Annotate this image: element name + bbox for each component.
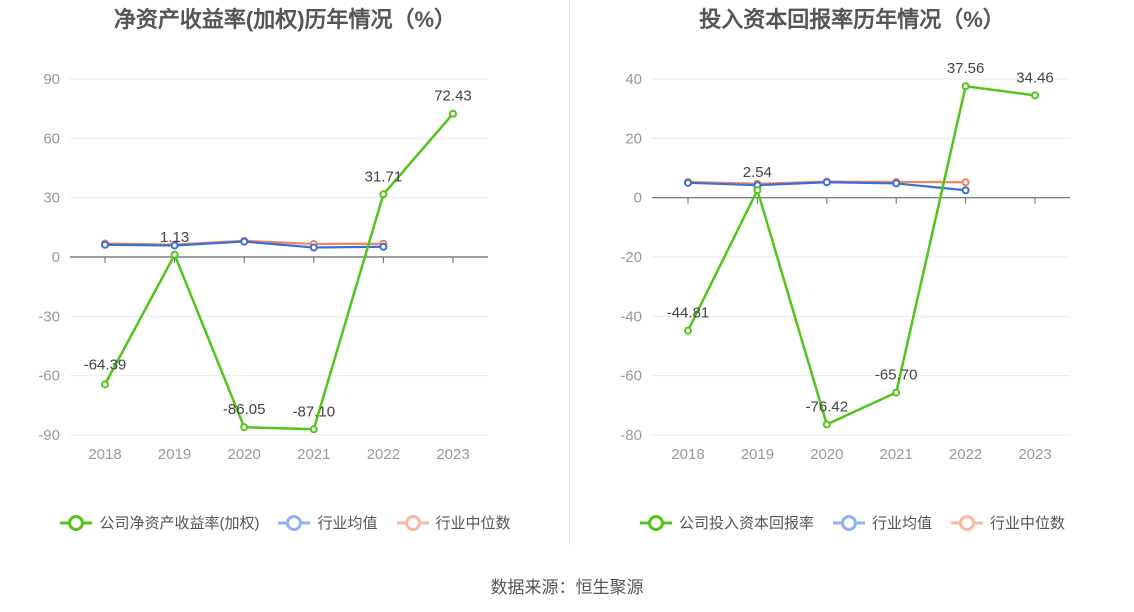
data-point-industry_avg[interactable]	[170, 241, 179, 250]
legend-label: 行业均值	[871, 515, 932, 532]
data-point-industry_avg[interactable]	[892, 179, 901, 188]
y-tick-label: -40	[620, 308, 642, 325]
legend-item-company[interactable]: 公司净资产收益率(加权)	[59, 512, 259, 533]
legend-avg-marker-icon	[278, 514, 311, 531]
data-label: 2.54	[743, 164, 772, 181]
data-label: -65.70	[875, 367, 918, 384]
roe-chart-plot: -90 -60 -30 0 30 60 90 2018 2019 2020 2021 2022 2023…	[38, 71, 488, 463]
y-tick-label: 60	[43, 130, 60, 147]
data-label: 34.46	[1016, 69, 1054, 86]
legend-item-industry-median[interactable]: 行业中位数	[396, 512, 511, 533]
legend-median-marker-icon	[396, 514, 429, 531]
y-tick-label: 20	[625, 130, 642, 147]
x-tick-label: 2022	[949, 446, 982, 463]
panel-divider	[569, 0, 570, 545]
chart-title: 投入资本回报率历年情况（%）	[699, 7, 1005, 32]
data-source-note: 数据来源：恒生聚源	[490, 578, 644, 597]
legend-company-marker-icon	[60, 514, 93, 531]
data-point-industry_avg[interactable]	[961, 186, 970, 195]
x-tick-label: 2023	[436, 446, 469, 463]
y-tick-label: -80	[620, 427, 642, 444]
legend-label: 公司净资产收益率(加权)	[99, 515, 260, 532]
chart-legend: 公司净资产收益率(加权) 行业均值 行业中位数	[0, 512, 570, 533]
legend-company-marker-icon	[639, 514, 672, 531]
data-point-industry_avg[interactable]	[822, 178, 831, 187]
data-point-company[interactable]	[822, 420, 831, 429]
y-tick-label: 90	[43, 71, 60, 88]
data-point-industry_avg[interactable]	[379, 242, 388, 251]
data-label: -87.10	[293, 403, 336, 420]
data-point-company[interactable]	[753, 186, 762, 195]
data-point-company[interactable]	[961, 82, 970, 91]
data-point-industry_avg[interactable]	[240, 237, 249, 246]
data-point-company[interactable]	[449, 109, 457, 118]
roic-chart-plot: -80 -60 -40 -20 0 20 40 2018 2019 2020 2021 2022 202…	[620, 60, 1070, 463]
legend-item-industry-avg[interactable]: 行业均值	[832, 512, 932, 533]
x-tick-label: 2021	[297, 446, 330, 463]
data-label: -64.39	[84, 356, 127, 373]
y-tick-label: -90	[38, 427, 60, 444]
data-label: 72.43	[434, 88, 472, 105]
y-tick-label: 30	[43, 190, 60, 207]
x-tick-label: 2018	[671, 446, 704, 463]
roic-chart-panel: 投入资本回报率历年情况（%） -80 -60 -40 -20 0 20 40 2018 2019…	[570, 0, 1134, 545]
y-tick-label: 0	[52, 249, 60, 266]
data-point-company[interactable]	[684, 326, 692, 335]
y-tick-label: -60	[38, 368, 60, 385]
legend-item-industry-avg[interactable]: 行业均值	[277, 512, 378, 533]
legend-avg-marker-icon	[832, 514, 865, 531]
y-tick-label: 40	[625, 71, 642, 88]
legend-label: 行业均值	[317, 515, 378, 532]
data-point-company[interactable]	[1031, 91, 1039, 100]
data-label: -76.42	[806, 398, 849, 415]
data-label: -44.81	[667, 305, 710, 322]
data-point-company[interactable]	[379, 190, 388, 199]
x-tick-label: 2019	[158, 446, 191, 463]
data-point-company[interactable]	[170, 250, 179, 259]
y-tick-label: 0	[634, 190, 642, 207]
x-tick-label: 2020	[228, 446, 261, 463]
data-label: 1.13	[160, 229, 189, 246]
data-label: 31.71	[365, 168, 403, 185]
data-point-company[interactable]	[101, 380, 109, 389]
y-tick-label: -30	[38, 308, 60, 325]
x-tick-label: 2021	[880, 446, 913, 463]
legend-item-industry-median[interactable]: 行业中位数	[950, 512, 1065, 533]
x-tick-label: 2022	[367, 446, 400, 463]
x-tick-label: 2020	[810, 446, 843, 463]
chart-legend: 公司投入资本回报率 行业均值 行业中位数	[570, 512, 1134, 533]
y-tick-label: -20	[620, 249, 642, 266]
series-line-company	[103, 112, 454, 431]
legend-label: 行业中位数	[435, 515, 511, 532]
data-point-industry_avg[interactable]	[684, 178, 692, 187]
legend-median-marker-icon	[951, 514, 983, 531]
roe-chart-panel: 净资产收益率(加权)历年情况（%） -90 -60 -30 0 30 60 90 2018 20…	[0, 0, 570, 545]
data-point-company[interactable]	[892, 388, 901, 397]
data-point-industry_median[interactable]	[961, 178, 970, 187]
data-label: -86.05	[223, 401, 266, 418]
data-point-industry_avg[interactable]	[101, 240, 109, 249]
x-tick-label: 2018	[88, 446, 121, 463]
y-tick-label: -60	[620, 368, 642, 385]
series-line-company	[686, 84, 1036, 427]
x-tick-label: 2023	[1018, 446, 1051, 463]
x-tick-label: 2019	[741, 446, 774, 463]
data-point-company[interactable]	[240, 423, 249, 432]
chart-title: 净资产收益率(加权)历年情况（%）	[113, 7, 457, 32]
data-label: 37.56	[947, 60, 985, 77]
data-point-industry_avg[interactable]	[309, 243, 318, 252]
legend-label: 行业中位数	[990, 515, 1066, 532]
legend-item-company[interactable]: 公司投入资本回报率	[639, 512, 814, 533]
legend-label: 公司投入资本回报率	[678, 515, 814, 532]
data-point-company[interactable]	[309, 425, 318, 434]
